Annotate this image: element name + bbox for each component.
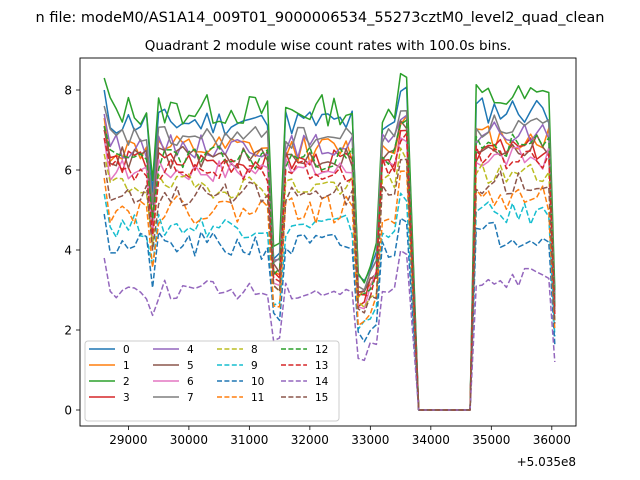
series-6-line	[103, 137, 556, 411]
legend-label-7: 7	[187, 392, 194, 404]
legend-label-14: 14	[315, 376, 329, 388]
series-layer	[103, 72, 556, 411]
x-tick-label: 30000	[170, 433, 208, 447]
legend-label-9: 9	[251, 360, 258, 372]
y-axis: 0 2 4 6 8	[64, 84, 80, 418]
legend-label-4: 4	[187, 344, 194, 356]
legend-label-11: 11	[251, 392, 264, 404]
series-13-line	[103, 132, 556, 411]
axes-frame	[79, 57, 577, 427]
legend-label-1: 1	[123, 360, 130, 372]
legend-label-13: 13	[315, 360, 328, 372]
legend-label-12: 12	[315, 344, 328, 356]
series-14-line	[103, 249, 556, 411]
y-tick-label: 6	[64, 164, 72, 178]
legend-label-5: 5	[187, 360, 194, 372]
series-9-line	[103, 192, 556, 411]
plot-area: 29000 30000 31000 32000 33000 34000 35000 36000…	[64, 57, 577, 469]
series-3-line	[103, 129, 556, 411]
x-tick-label: 34000	[412, 433, 450, 447]
y-tick-label: 0	[64, 404, 72, 418]
x-tick-label: 32000	[291, 433, 329, 447]
x-tick-label: 35000	[472, 433, 510, 447]
x-tick-label: 31000	[230, 433, 268, 447]
legend-label-10: 10	[251, 376, 264, 388]
series-5-line	[103, 120, 556, 411]
series-10-line	[103, 213, 556, 411]
series-8-line	[103, 147, 556, 411]
legend-label-6: 6	[187, 376, 194, 388]
series-7-line	[103, 105, 556, 411]
legend-label-8: 8	[251, 344, 258, 356]
series-11-line	[103, 170, 556, 411]
figure-suptitle: n file: modeM0/AS1A14_009T01_9000006534_…	[36, 10, 605, 26]
y-tick-label: 2	[64, 324, 72, 338]
x-tick-label: 33000	[351, 433, 389, 447]
x-tick-label: 29000	[109, 433, 147, 447]
series-2-line	[103, 72, 556, 411]
x-axis: 29000 30000 31000 32000 33000 34000 35000 36000	[109, 426, 571, 447]
y-tick-label: 4	[64, 244, 72, 258]
y-tick-label: 8	[64, 84, 72, 98]
legend-label-15: 15	[315, 392, 328, 404]
legend-label-0: 0	[123, 344, 130, 356]
x-offset-label: +5.035e8	[517, 455, 576, 469]
series-0-line	[103, 86, 556, 411]
legend-label-3: 3	[123, 392, 130, 404]
chart-title: Quadrant 2 module wise count rates with …	[145, 38, 511, 54]
series-12-line	[103, 119, 556, 411]
legend-box	[84, 340, 340, 422]
x-tick-label: 36000	[533, 433, 571, 447]
series-15-line	[103, 158, 556, 411]
legend-label-2: 2	[123, 376, 130, 388]
